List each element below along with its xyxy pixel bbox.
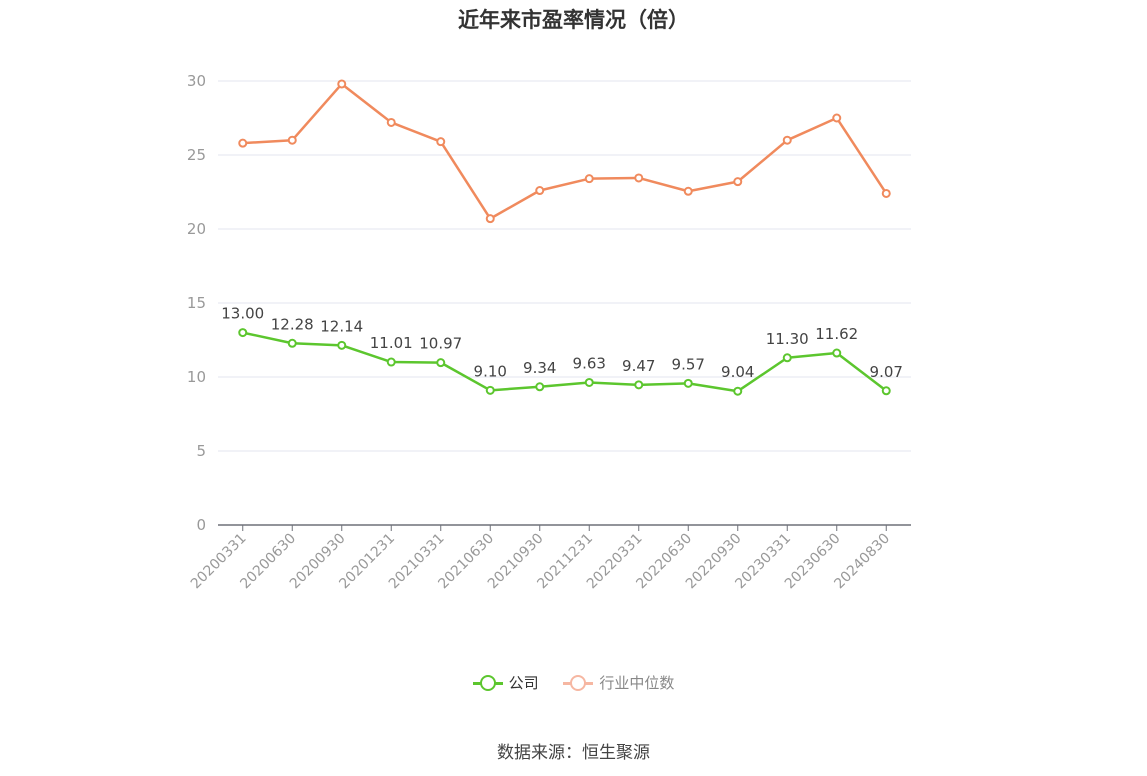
data-label-company: 9.47	[622, 357, 655, 375]
data-point-industry	[782, 135, 792, 145]
y-tick-label: 15	[187, 294, 206, 312]
data-label-company: 11.62	[815, 325, 858, 343]
data-label-company: 13.00	[221, 305, 264, 323]
legend-industry-label: 行业中位数	[599, 674, 675, 692]
data-label-company: 9.57	[672, 355, 705, 373]
data-point-industry	[337, 79, 347, 89]
data-point-company	[634, 380, 644, 390]
data-point-company	[881, 386, 891, 396]
data-point-industry	[683, 186, 693, 196]
data-point-industry	[485, 214, 495, 224]
y-tick-label: 25	[187, 146, 206, 164]
series-line-company	[242, 331, 888, 393]
data-point-company	[287, 338, 297, 348]
legend-item-industry[interactable]: 行业中位数	[563, 672, 674, 693]
data-point-company	[386, 357, 396, 367]
data-label-company: 9.63	[573, 354, 606, 372]
data-label-company: 11.30	[766, 330, 809, 348]
data-label-company: 9.07	[870, 363, 903, 381]
legend-industry-swatch	[563, 674, 594, 691]
y-tick-label: 0	[196, 516, 206, 534]
y-tick-label: 20	[187, 220, 206, 238]
legend-item-company[interactable]: 公司	[472, 672, 539, 693]
data-point-company	[584, 377, 594, 387]
y-tick-label: 5	[196, 442, 206, 460]
legend: 公司 行业中位数	[0, 672, 1147, 695]
data-point-industry	[535, 186, 545, 196]
data-point-company	[733, 386, 743, 396]
data-point-company	[832, 348, 842, 358]
data-label-company: 9.10	[474, 362, 507, 380]
data-label-company: 9.04	[721, 363, 754, 381]
data-label-company: 11.01	[370, 334, 413, 352]
data-point-industry	[287, 135, 297, 145]
series-line-industry	[242, 82, 888, 220]
data-source: 数据来源：恒生聚源	[497, 743, 650, 763]
data-point-company	[238, 328, 248, 338]
data-label-company: 9.34	[523, 359, 556, 377]
data-point-company	[436, 358, 446, 368]
data-point-industry	[386, 117, 396, 127]
data-point-industry	[238, 138, 248, 148]
y-tick-label: 30	[187, 72, 206, 90]
data-point-industry	[832, 113, 842, 123]
y-tick-label: 10	[187, 368, 206, 386]
data-label-company: 12.28	[271, 315, 314, 333]
data-point-company	[337, 340, 347, 350]
data-point-industry	[436, 137, 446, 147]
data-point-industry	[584, 174, 594, 184]
chart-title: 近年来市盈率情况（倍）	[458, 8, 689, 32]
legend-company-swatch	[472, 674, 503, 691]
legend-company-label: 公司	[508, 674, 539, 692]
data-point-industry	[634, 173, 644, 183]
data-label-company: 10.97	[419, 335, 462, 353]
data-point-company	[782, 353, 792, 363]
data-point-industry	[733, 177, 743, 187]
data-point-company	[535, 382, 545, 392]
data-point-industry	[881, 188, 891, 198]
data-point-company	[683, 378, 693, 388]
data-label-company: 12.14	[320, 317, 363, 335]
data-point-company	[485, 385, 495, 395]
